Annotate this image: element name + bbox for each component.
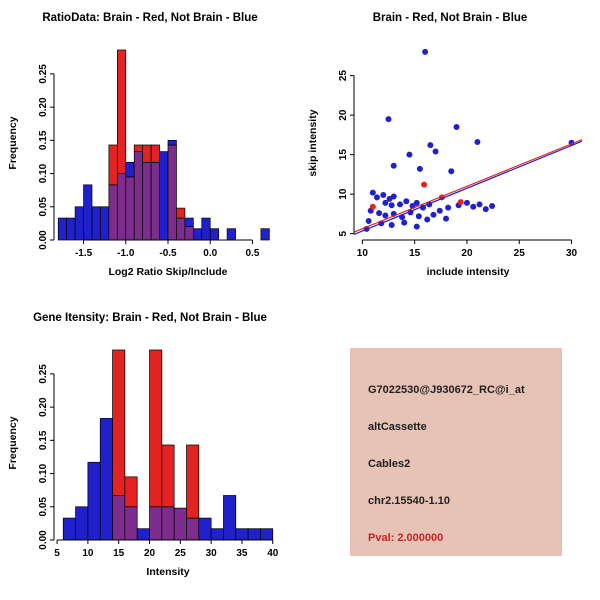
svg-text:35: 35 <box>236 548 248 559</box>
svg-text:0.00: 0.00 <box>38 530 49 550</box>
svg-text:0.0: 0.0 <box>203 248 217 259</box>
scatter-x-axis-label: include intensity <box>426 266 510 278</box>
scatter-y-axis-label: skip intensity <box>307 109 319 177</box>
svg-text:15: 15 <box>409 248 421 259</box>
svg-text:0.20: 0.20 <box>38 397 49 417</box>
svg-text:0.25: 0.25 <box>38 364 49 384</box>
pval-text: Pval: 2.000000 <box>368 532 444 544</box>
svg-text:0.25: 0.25 <box>38 64 49 84</box>
svg-text:5: 5 <box>338 230 349 236</box>
panel-ratio-histogram: -1.5 -1.0 -0.5 0.0 0.5 0.00 0.05 0.10 0.15 0.20 0.… <box>0 0 300 300</box>
svg-text:0.05: 0.05 <box>38 197 49 217</box>
svg-text:0.10: 0.10 <box>38 163 49 183</box>
svg-text:0.5: 0.5 <box>245 248 259 259</box>
scatter-title: Brain - Red, Not Brain - Blue <box>372 12 528 24</box>
svg-text:0.20: 0.20 <box>38 97 49 117</box>
intensity-scatter-canvas: 10 15 20 25 30 5 10 15 20 25 <box>338 48 583 259</box>
svg-text:20: 20 <box>144 548 156 559</box>
svg-text:25: 25 <box>175 548 187 559</box>
panel-info: G7022530@J930672_RC@i_at altCassette Cab… <box>300 300 600 600</box>
ratio-y-axis-label: Frequency <box>7 116 19 170</box>
svg-text:20: 20 <box>338 109 349 121</box>
svg-text:30: 30 <box>206 548 218 559</box>
svg-text:15: 15 <box>338 149 349 161</box>
info-box: G7022530@J930672_RC@i_at altCassette Cab… <box>350 348 562 556</box>
gene-intensity-y-axis-label: Frequency <box>7 416 19 470</box>
gene-intensity-histogram-canvas: 5 10 15 20 25 30 35 40 0.00 0.05 0.10 0.15 0.20 0.25 <box>38 349 279 559</box>
panel-gene-intensity-histogram: 5 10 15 20 25 30 35 40 0.00 0.05 0.10 0.15 0.20 0.25 … <box>0 300 300 600</box>
splice-type-text: altCassette <box>368 421 427 433</box>
svg-text:0.15: 0.15 <box>38 430 49 450</box>
svg-text:-1.5: -1.5 <box>75 248 93 259</box>
gene-intensity-title: Gene Itensity: Brain - Red, Not Brain - … <box>33 312 267 324</box>
svg-text:15: 15 <box>113 548 125 559</box>
svg-text:25: 25 <box>514 248 526 259</box>
svg-text:5: 5 <box>54 548 60 559</box>
gene-intensity-x-axis-label: Intensity <box>146 566 190 578</box>
svg-text:10: 10 <box>338 188 349 200</box>
probe-id-text: G7022530@J930672_RC@i_at <box>368 384 525 396</box>
svg-text:20: 20 <box>461 248 473 259</box>
svg-text:-0.5: -0.5 <box>159 248 177 259</box>
ratio-x-axis-label: Log2 Ratio Skip/Include <box>108 266 228 278</box>
ratio-histogram-title: RatioData: Brain - Red, Not Brain - Blue <box>42 12 258 24</box>
svg-text:10: 10 <box>357 248 369 259</box>
svg-text:0.15: 0.15 <box>38 130 49 150</box>
svg-text:25: 25 <box>338 70 349 82</box>
svg-text:0.10: 0.10 <box>38 463 49 483</box>
svg-text:30: 30 <box>566 248 578 259</box>
panel-scatter: 10 15 20 25 30 5 10 15 20 25 Brain - Red, Not Bra… <box>300 0 600 300</box>
svg-text:0.00: 0.00 <box>38 230 49 250</box>
svg-text:10: 10 <box>82 548 94 559</box>
ratio-histogram-canvas: -1.5 -1.0 -0.5 0.0 0.5 0.00 0.05 0.10 0.15 0.20 0.… <box>38 49 270 259</box>
chromosome-location-text: chr2.15540-1.10 <box>368 495 450 507</box>
svg-text:40: 40 <box>267 548 279 559</box>
svg-text:0.05: 0.05 <box>38 497 49 517</box>
svg-text:-1.0: -1.0 <box>117 248 135 259</box>
gene-name-text: Cables2 <box>368 458 411 470</box>
